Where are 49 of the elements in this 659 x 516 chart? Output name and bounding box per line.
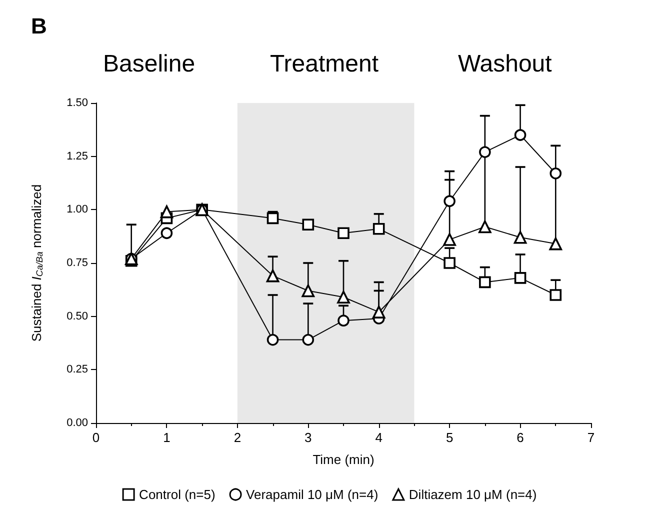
x-tick-label: 1 — [163, 430, 170, 445]
point — [514, 129, 526, 141]
legend-label: Diltiazem 10 μM (n=4) — [408, 487, 537, 502]
point — [302, 334, 314, 346]
point — [514, 272, 526, 284]
y-tick-label: 1.50 — [66, 97, 88, 109]
point — [160, 227, 173, 240]
point — [550, 168, 562, 180]
x-tick-label: 5 — [446, 430, 454, 445]
x-tick-label: 6 — [516, 430, 524, 445]
point — [302, 218, 314, 230]
x-tick-label: 4 — [375, 430, 382, 445]
text: Treatment — [270, 50, 379, 78]
point — [514, 231, 527, 244]
point — [372, 306, 386, 318]
legend-label: Verapamil 10 μM (n=4) — [246, 487, 378, 502]
x-tick-label: 3 — [304, 430, 312, 445]
point — [372, 222, 385, 235]
x-tick-label: 7 — [587, 430, 595, 445]
y-axis-title: Sustained ICa/Ba normalized — [29, 184, 44, 342]
point — [302, 284, 315, 298]
point — [160, 205, 174, 218]
point — [337, 290, 350, 304]
y-tick-label: 1.25 — [66, 150, 88, 162]
point — [443, 233, 456, 246]
text: Baseline — [103, 50, 196, 78]
y-tick-label: 0.50 — [66, 310, 88, 322]
point — [266, 334, 279, 346]
x-tick-label: 2 — [234, 430, 242, 445]
point — [266, 212, 279, 224]
y-tick-label: 1.00 — [66, 204, 88, 216]
point — [444, 257, 456, 269]
point — [478, 220, 492, 234]
point — [550, 289, 562, 301]
point — [338, 314, 350, 326]
legend-label: Control (n=5) — [139, 487, 216, 502]
y-tick-label: 0.00 — [66, 417, 88, 429]
x-tick-label: 0 — [92, 430, 100, 445]
point — [266, 269, 280, 282]
point — [549, 237, 562, 250]
point — [338, 227, 350, 240]
x-axis-title: Time (min) — [312, 452, 374, 467]
point — [444, 195, 456, 208]
y-tick-label: 0.25 — [66, 364, 88, 376]
chart-title: B — [31, 14, 47, 38]
y-tick-label: 0.75 — [66, 257, 88, 269]
text: Washout — [458, 50, 552, 78]
point — [479, 276, 491, 288]
point — [479, 146, 491, 158]
